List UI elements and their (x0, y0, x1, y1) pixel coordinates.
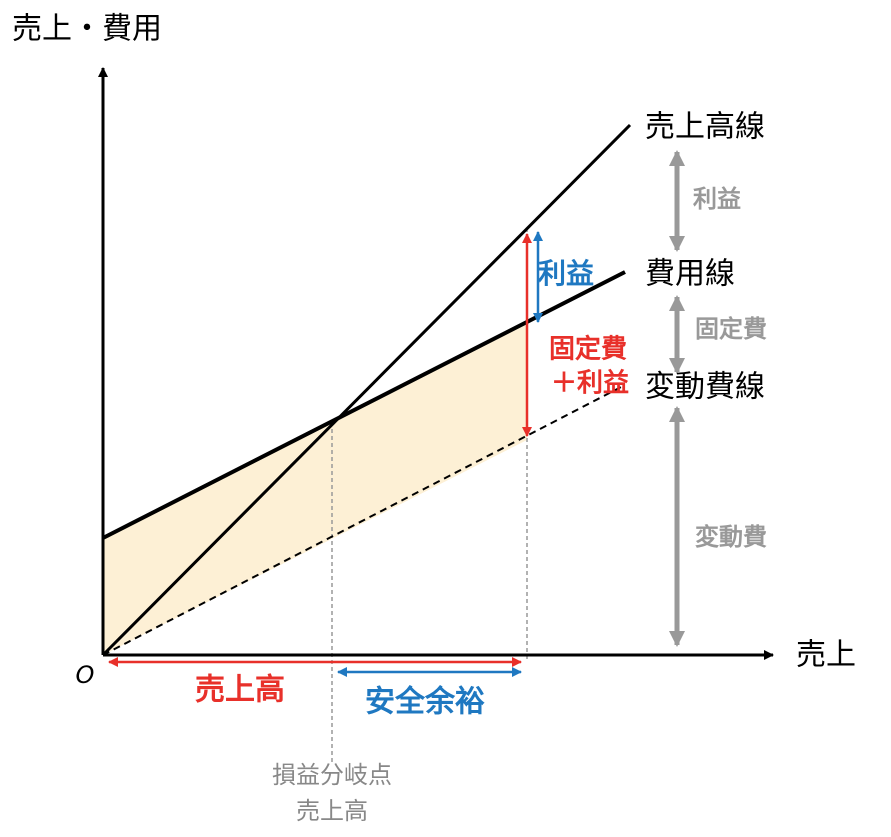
x-axis-label: 売上 (796, 638, 856, 673)
plus-profit-label: ＋利益 (551, 369, 629, 399)
origin-label: O (76, 661, 95, 689)
fixed-cost-area (103, 322, 527, 655)
profit-label: 利益 (538, 257, 594, 290)
right-profit-label: 利益 (693, 185, 741, 213)
sales-label: 売上高 (195, 673, 285, 708)
variable-cost-line (102, 384, 626, 656)
variable-line-label: 変動費線 (645, 370, 765, 405)
sales-line-label: 売上高線 (645, 110, 765, 145)
cost-line-label: 費用線 (645, 257, 735, 292)
sales-line (101, 123, 632, 657)
safety-label: 安全余裕 (365, 685, 485, 720)
y-axis-label: 売上・費用 (12, 12, 162, 47)
fixed-cost-label: 固定費 (549, 334, 627, 365)
right-fixed-label: 固定費 (695, 315, 767, 343)
break-even-sales-label: 売上高 (296, 797, 368, 825)
right-variable-label: 変動費 (695, 523, 767, 551)
break-even-label: 損益分岐点 (272, 761, 392, 789)
